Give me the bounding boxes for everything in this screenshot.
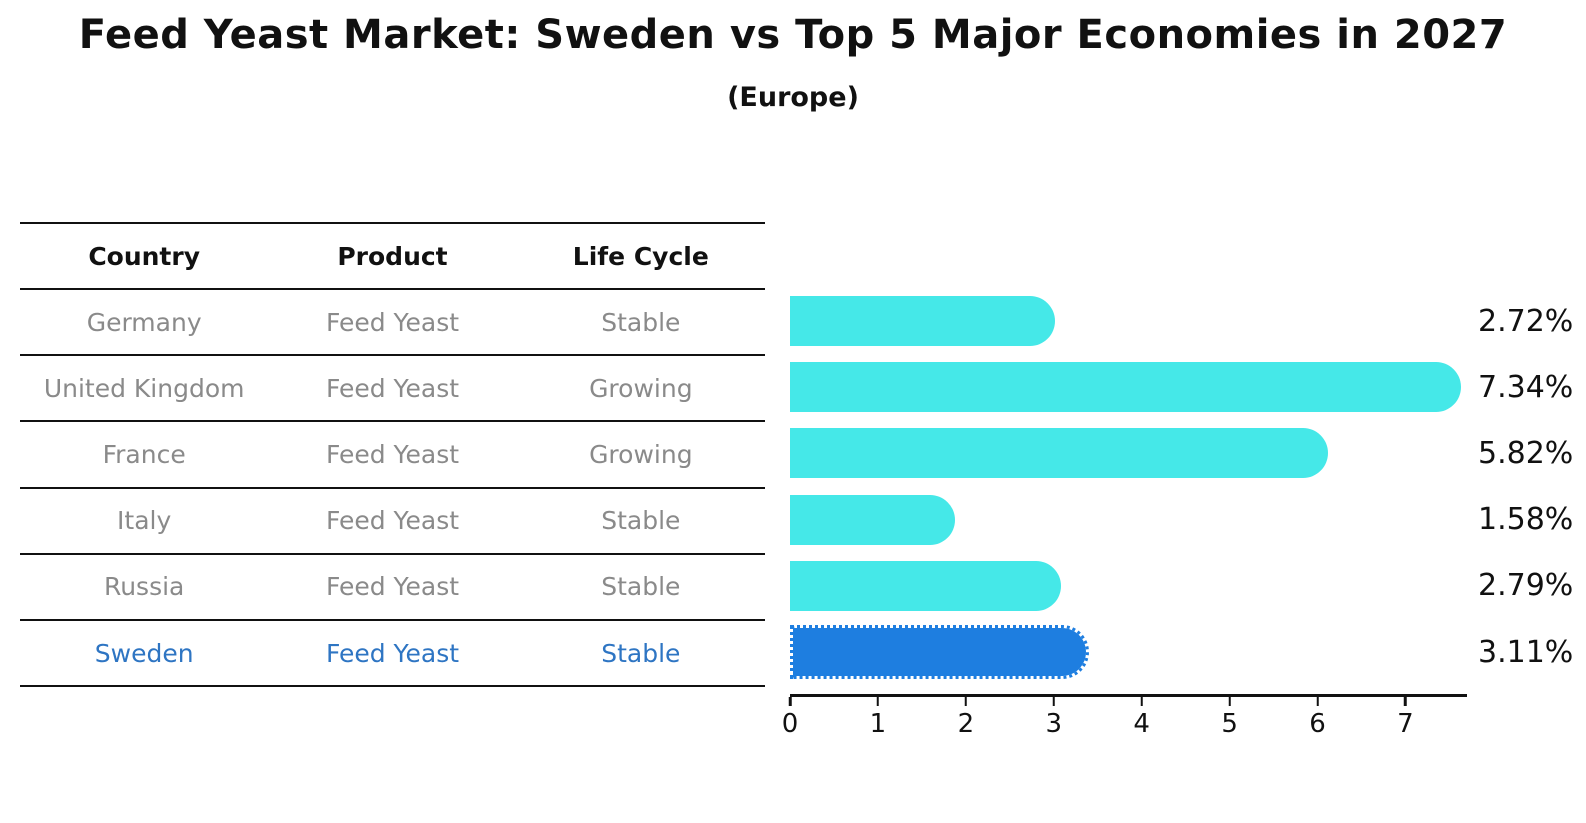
table-row-italy: Italy Feed Yeast Stable (20, 489, 765, 555)
x-axis-tick (1404, 697, 1407, 707)
chart-subtitle: (Europe) (727, 82, 859, 113)
table-cell-country: Italy (117, 506, 172, 536)
x-axis-tick-label: 7 (1397, 709, 1414, 740)
bar-united-kingdom (790, 362, 1462, 413)
bar-row (790, 619, 1467, 685)
value-labels: 2.72% 7.34% 5.82% 1.58% 2.79% 3.11% (1478, 288, 1583, 685)
x-axis-tick (1052, 697, 1056, 707)
bar-row (790, 553, 1467, 619)
table-cell-life-cycle: Stable (601, 307, 681, 337)
x-axis-tick (788, 697, 792, 707)
bar-sweden (790, 625, 1090, 680)
value-label-row: 7.34% (1478, 354, 1583, 420)
table-cell-product: Feed Yeast (325, 439, 460, 469)
x-axis-tick-label: 5 (1221, 709, 1238, 740)
x-axis-tick-label: 0 (781, 709, 799, 740)
x-axis-tick (1316, 697, 1319, 707)
bar-row (790, 420, 1467, 486)
bar-chart: 0 1 2 3 4 5 6 7 (782, 288, 1467, 740)
column-header-country: Country (88, 241, 201, 271)
value-label: 7.34% (1478, 369, 1574, 405)
table-cell-country: United Kingdom (43, 373, 245, 403)
bar-rows (790, 288, 1467, 685)
table-header-row: Country Product Life Cycle (20, 224, 765, 290)
table-cell-product: Feed Yeast (325, 506, 460, 536)
table-cell-product: Feed Yeast (325, 373, 460, 403)
table-cell-life-cycle: Growing (589, 373, 693, 403)
table-row-france: France Feed Yeast Growing (20, 422, 765, 489)
value-label-row: 2.79% (1478, 553, 1583, 619)
x-axis: 0 1 2 3 4 5 6 7 (782, 694, 1467, 740)
bar-germany (790, 296, 1056, 347)
column-header-lifecycle: Life Cycle (572, 241, 709, 271)
bar-row (790, 288, 1467, 354)
chart-title: Feed Yeast Market: Sweden vs Top 5 Major… (78, 12, 1508, 58)
table-row-sweden: Sweden Feed Yeast Stable (20, 621, 765, 688)
table-cell-life-cycle: Stable (601, 572, 681, 602)
bar-row (790, 354, 1467, 420)
table-cell-product: Feed Yeast (325, 307, 460, 337)
value-label-row: 3.11% (1478, 619, 1583, 685)
value-label: 1.58% (1478, 502, 1574, 538)
value-label: 2.72% (1478, 303, 1574, 339)
table-cell-life-cycle: Stable (601, 506, 681, 536)
x-axis-tick-label: 6 (1309, 709, 1326, 740)
table-cell-life-cycle: Stable (601, 638, 681, 668)
x-axis-tick (964, 697, 968, 707)
table-body: Germany Feed Yeast Stable United Kingdom Fee… (20, 290, 765, 688)
bar-row (790, 487, 1467, 553)
country-table: Country Product Life Cycle Germany Feed Y… (20, 222, 765, 688)
value-label-row: 5.82% (1478, 420, 1583, 486)
table-cell-product: Feed Yeast (325, 572, 460, 602)
table-row-russia: Russia Feed Yeast Stable (20, 555, 765, 621)
table-row-united-kingdom: United Kingdom Feed Yeast Growing (20, 356, 765, 423)
value-label: 2.79% (1478, 568, 1574, 604)
table-cell-country: Sweden (94, 638, 194, 668)
value-label: 5.82% (1478, 435, 1574, 471)
x-axis-tick (876, 697, 880, 707)
column-header-product: Product (337, 241, 448, 271)
bar-france (790, 428, 1328, 479)
table-row-germany: Germany Feed Yeast Stable (20, 290, 765, 357)
bar-russia (790, 560, 1062, 611)
table-cell-country: France (102, 439, 186, 469)
x-axis-tick (1228, 697, 1231, 707)
value-label-row: 1.58% (1478, 487, 1583, 553)
value-label-row: 2.72% (1478, 288, 1583, 354)
table-cell-country: Russia (103, 572, 185, 602)
x-axis-tick-label: 3 (1045, 709, 1063, 740)
value-label: 3.11% (1478, 634, 1574, 670)
table-cell-life-cycle: Growing (589, 439, 693, 469)
table-cell-product: Feed Yeast (325, 638, 460, 668)
bar-italy (790, 494, 955, 545)
x-axis-tick-label: 1 (869, 709, 887, 740)
table-cell-country: Germany (86, 307, 202, 337)
x-axis-tick-label: 2 (957, 709, 975, 740)
x-axis-tick-label: 4 (1133, 709, 1150, 740)
x-axis-tick (1140, 697, 1143, 707)
